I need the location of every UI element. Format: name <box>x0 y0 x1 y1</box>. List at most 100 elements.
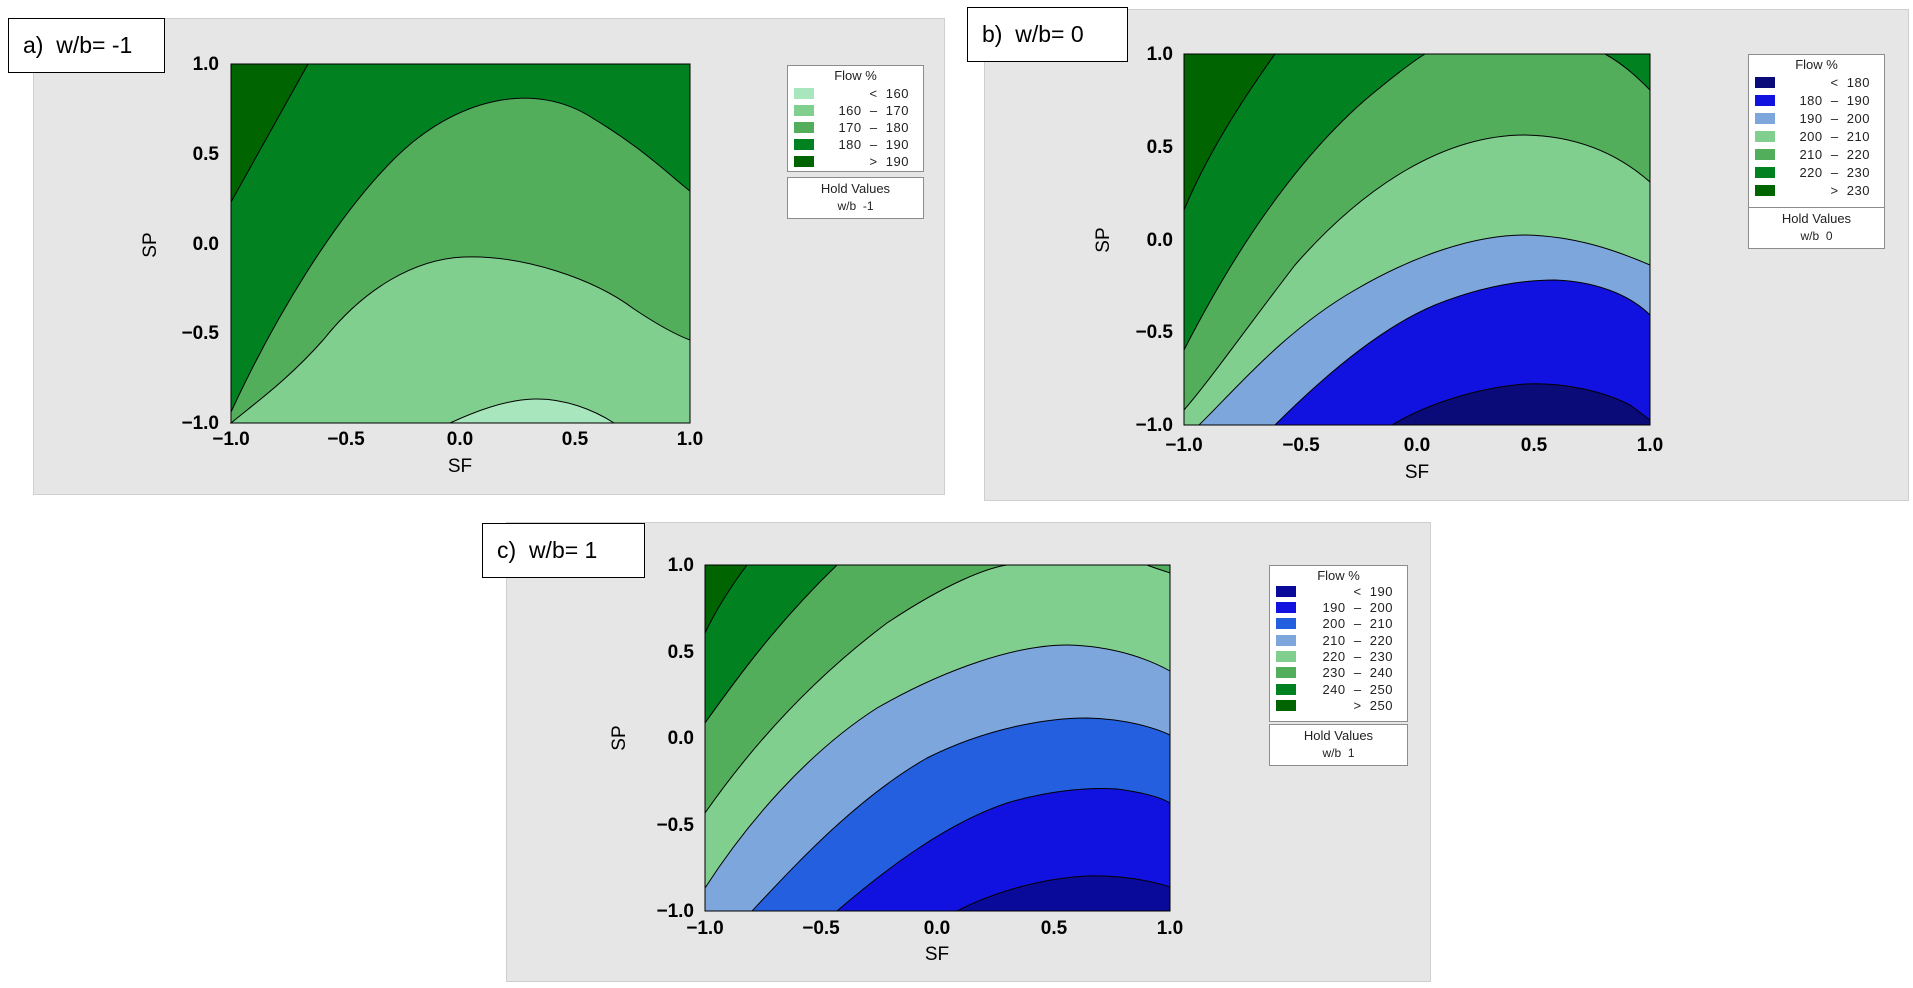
x-tick-label: −1.0 <box>1165 435 1203 456</box>
contour-plot-a: 1.0 0.5 0.0 −0.5 −1.0 −1.0 −0.5 0.0 0.5 … <box>140 54 703 477</box>
legend-entry: 210 – 220 <box>1276 633 1401 648</box>
legend-entry: 190 – 200 <box>1276 600 1401 615</box>
contour-region-lt180 <box>1390 383 1651 426</box>
legend-entry: < 190 <box>1276 584 1401 599</box>
y-tick-label: 0.0 <box>668 728 694 749</box>
legend-swatch <box>1276 651 1296 662</box>
legend-title: Flow % <box>1795 57 1838 72</box>
y-tick-label: 0.5 <box>1147 137 1174 158</box>
hold-values-a: Hold Values w/b -1 <box>787 177 924 219</box>
x-tick-label: −0.5 <box>1282 435 1320 456</box>
legend-entry: 220 – 230 <box>1755 165 1878 180</box>
legend-title: Flow % <box>1317 568 1360 583</box>
x-tick-label: −1.0 <box>212 429 250 450</box>
y-tick-label: −1.0 <box>656 901 694 922</box>
legend-entry: < 160 <box>794 86 917 101</box>
panel-a: 1.0 0.5 0.0 −0.5 −1.0 −1.0 −0.5 0.0 0.5 … <box>33 18 945 495</box>
y-tick-label: 1.0 <box>668 555 694 576</box>
x-tick-label: 0.0 <box>924 918 950 939</box>
y-ticks-b: 1.0 0.5 0.0 −0.5 −1.0 <box>1135 44 1173 436</box>
x-tick-label: 0.5 <box>1041 918 1068 939</box>
x-tick-label: 0.0 <box>1404 435 1430 456</box>
plot-area-c <box>704 564 1171 912</box>
plot-frame-a <box>230 63 691 424</box>
x-ticks-a: −1.0 −0.5 0.0 0.5 1.0 <box>212 429 703 450</box>
x-tick-label: −0.5 <box>327 429 365 450</box>
x-axis-label: SF <box>1405 462 1429 483</box>
x-tick-label: −0.5 <box>802 918 840 939</box>
plot-area-a <box>229 63 691 424</box>
hold-values-value: w/b 1 <box>1322 746 1355 760</box>
contour-plot-c: 1.0 0.5 0.0 −0.5 −1.0 −1.0 −0.5 0.0 0.5 … <box>609 555 1183 965</box>
x-axis-label: SF <box>448 456 472 477</box>
legend-swatch <box>1276 700 1296 711</box>
hold-values-value: w/b 0 <box>1800 229 1833 243</box>
hold-values-value: w/b -1 <box>837 199 874 213</box>
plot-frame-c <box>704 564 1171 912</box>
x-tick-label: 0.5 <box>1521 435 1548 456</box>
y-tick-label: −1.0 <box>181 413 219 434</box>
y-tick-label: 0.0 <box>193 234 219 255</box>
legend-swatch <box>1276 586 1296 597</box>
panel-c: 1.0 0.5 0.0 −0.5 −1.0 −1.0 −0.5 0.0 0.5 … <box>506 522 1431 982</box>
x-tick-label: 1.0 <box>1637 435 1663 456</box>
x-axis-label: SF <box>925 944 949 965</box>
legend-entry: 180 – 190 <box>1755 93 1878 108</box>
y-ticks-a: 1.0 0.5 0.0 −0.5 −1.0 <box>181 54 219 434</box>
panel-label-c: c) w/b= 1 <box>482 523 645 578</box>
legend-entry: 220 – 230 <box>1276 649 1401 664</box>
legend-swatch <box>1755 77 1775 88</box>
y-tick-label: 0.5 <box>668 642 695 663</box>
y-tick-label: −0.5 <box>1135 322 1173 343</box>
plot-area-b <box>1183 53 1651 426</box>
panel-label-b: b) w/b= 0 <box>967 7 1128 62</box>
x-ticks-b: −1.0 −0.5 0.0 0.5 1.0 <box>1165 435 1663 456</box>
hold-values-title: Hold Values <box>1303 728 1374 743</box>
contour-region-lt190 <box>956 875 1171 912</box>
legend-swatch <box>1276 618 1296 629</box>
y-axis-label: SP <box>1093 227 1114 252</box>
legend-entry: > 250 <box>1276 698 1401 713</box>
legend-entry: 200 – 210 <box>1276 616 1401 631</box>
legend-swatch <box>1755 185 1775 196</box>
legend-swatch <box>794 122 814 133</box>
legend-entry: 240 – 250 <box>1276 682 1401 697</box>
legend-entry: 180 – 190 <box>794 137 917 152</box>
legend-swatch <box>1276 635 1296 646</box>
x-ticks-c: −1.0 −0.5 0.0 0.5 1.0 <box>686 918 1183 939</box>
legend-swatch <box>794 156 814 167</box>
legend-entry: < 180 <box>1755 75 1878 90</box>
hold-values-c: Hold Values w/b 1 <box>1269 724 1408 766</box>
legend-swatch <box>794 139 814 150</box>
y-ticks-c: 1.0 0.5 0.0 −0.5 −1.0 <box>656 555 694 922</box>
y-axis-label: SP <box>140 232 161 257</box>
y-axis-label: SP <box>609 725 630 750</box>
contour-plot-b: 1.0 0.5 0.0 −0.5 −1.0 −1.0 −0.5 0.0 0.5 … <box>1093 44 1663 483</box>
legend-entry: 190 – 200 <box>1755 111 1878 126</box>
y-tick-label: 1.0 <box>193 54 219 75</box>
panel-b: 1.0 0.5 0.0 −0.5 −1.0 −1.0 −0.5 0.0 0.5 … <box>984 9 1909 501</box>
legend-entry: > 230 <box>1755 183 1878 198</box>
legend-swatch <box>1276 684 1296 695</box>
legend-entry: 170 – 180 <box>794 120 917 135</box>
x-tick-label: 1.0 <box>1157 918 1183 939</box>
x-tick-label: 1.0 <box>677 429 703 450</box>
legend-entry: 210 – 220 <box>1755 147 1878 162</box>
hold-values-b: Hold Values w/b 0 <box>1748 207 1885 249</box>
legend-swatch <box>1276 602 1296 613</box>
legend-entry: 230 – 240 <box>1276 665 1401 680</box>
contour-region-160-170 <box>229 256 691 424</box>
y-tick-label: −0.5 <box>656 815 694 836</box>
legend-entry: 160 – 170 <box>794 103 917 118</box>
plot-frame-b <box>1183 53 1651 426</box>
legend-swatch <box>1755 95 1775 106</box>
hold-values-title: Hold Values <box>1781 211 1852 226</box>
legend-swatch <box>1755 113 1775 124</box>
hold-values-title: Hold Values <box>820 181 891 196</box>
x-tick-label: 0.5 <box>562 429 589 450</box>
y-tick-label: 0.5 <box>193 144 220 165</box>
x-tick-label: 0.0 <box>447 429 473 450</box>
contour-region-lt160 <box>449 398 616 424</box>
legend-swatch <box>1276 667 1296 678</box>
legend-swatch <box>1755 149 1775 160</box>
